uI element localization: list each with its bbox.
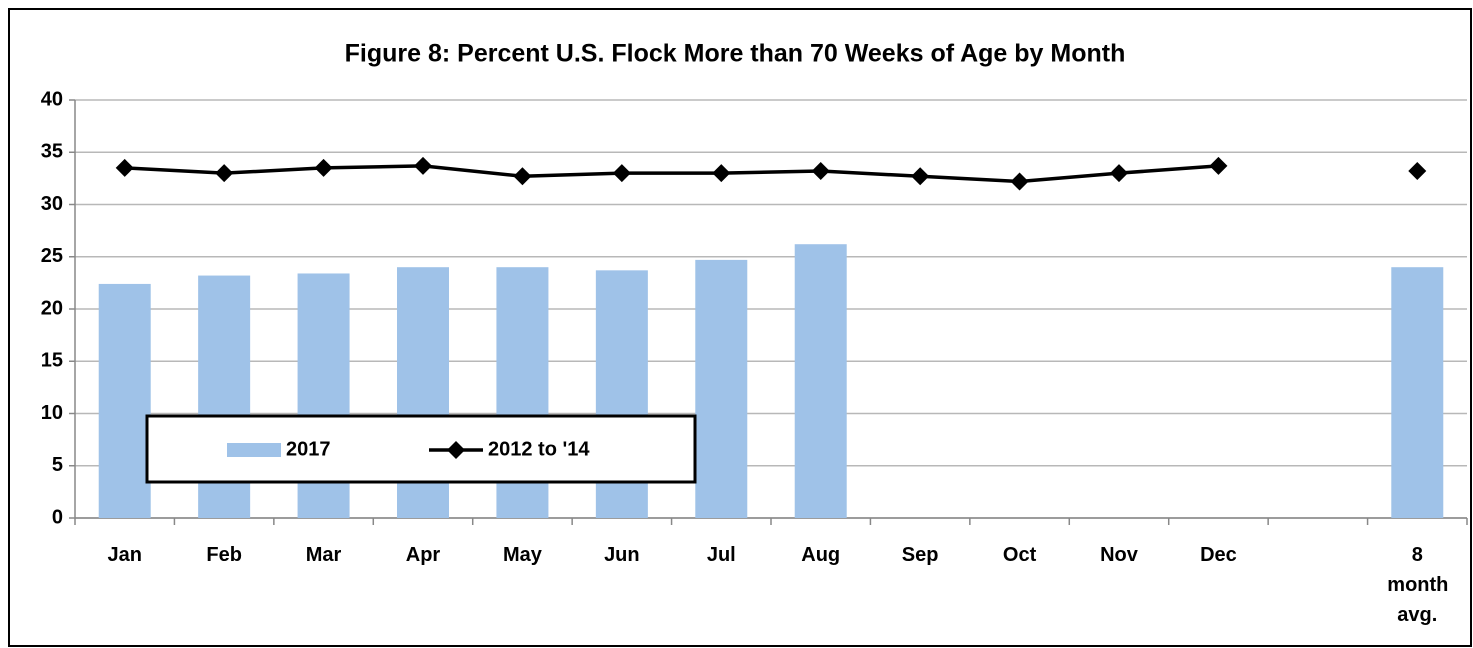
x-tick-label-box: Aug: [801, 544, 841, 566]
line-marker: [414, 156, 432, 175]
x-tick-label-box: Jun: [604, 544, 640, 566]
x-tick-label: Jun: [604, 544, 640, 566]
line-marker: [215, 164, 234, 183]
x-tick-label-box: Mar: [305, 544, 342, 566]
x-tick-label: Feb: [206, 544, 242, 566]
x-tick-label-box: Jan: [107, 544, 142, 566]
legend-label: 2017: [286, 438, 331, 460]
x-tick-label-box: Feb: [206, 544, 242, 566]
x-tick-label-box: Dec: [1200, 544, 1237, 566]
x-tick-label: Aug: [801, 544, 841, 566]
line-marker: [513, 167, 532, 186]
line-marker: [1408, 162, 1427, 181]
legend-marker: [447, 441, 465, 459]
x-tick-label: Nov: [1100, 544, 1138, 566]
x-tick-label-box: Jul: [706, 544, 736, 566]
bar: [1391, 267, 1444, 518]
x-tick-label: Jan: [107, 544, 142, 566]
x-tick-label-box: May: [502, 544, 542, 566]
line-marker: [115, 158, 134, 177]
line-marker: [911, 167, 930, 186]
y-tick-label: 35: [41, 141, 63, 163]
x-tick-label: Dec: [1200, 544, 1237, 566]
bar: [695, 259, 748, 518]
line-marker: [1209, 156, 1228, 175]
line-marker: [1110, 164, 1128, 183]
x-tick-label: Jul: [706, 544, 736, 566]
y-tick-label: 20: [41, 297, 63, 319]
line-marker: [1010, 172, 1029, 191]
x-tick-label: Apr: [405, 544, 441, 566]
x-tick-label: Oct: [1002, 544, 1037, 566]
y-tick-label: 5: [52, 454, 63, 476]
line-marker: [314, 158, 333, 177]
x-tick-label-box: 8 month avg.: [1387, 544, 1449, 626]
legend-label: 2012 to '14: [488, 438, 590, 460]
x-tick-label-box: Apr: [405, 544, 441, 566]
bar: [794, 244, 847, 518]
y-tick-label: 30: [41, 193, 63, 215]
line-marker: [612, 164, 631, 183]
y-tick-label: 10: [41, 402, 63, 424]
bar: [98, 283, 151, 518]
x-tick-label: Sep: [901, 544, 939, 566]
line-marker: [712, 164, 731, 183]
y-tick-label: 0: [52, 506, 63, 528]
x-tick-label-box: Nov: [1100, 544, 1138, 566]
chart-title: Figure 8: Percent U.S. Flock More than 7…: [345, 40, 1126, 68]
y-tick-label: 25: [41, 245, 63, 267]
legend-swatch: [227, 443, 281, 457]
y-tick-label: 40: [41, 88, 63, 110]
x-tick-label: May: [502, 544, 542, 566]
line-marker: [811, 162, 830, 181]
x-tick-label-box: Sep: [901, 544, 939, 566]
y-tick-label: 15: [41, 350, 63, 372]
x-tick-label: 8 month avg.: [1387, 544, 1449, 626]
x-tick-label-box: Oct: [1002, 544, 1037, 566]
x-tick-label: Mar: [305, 544, 342, 566]
